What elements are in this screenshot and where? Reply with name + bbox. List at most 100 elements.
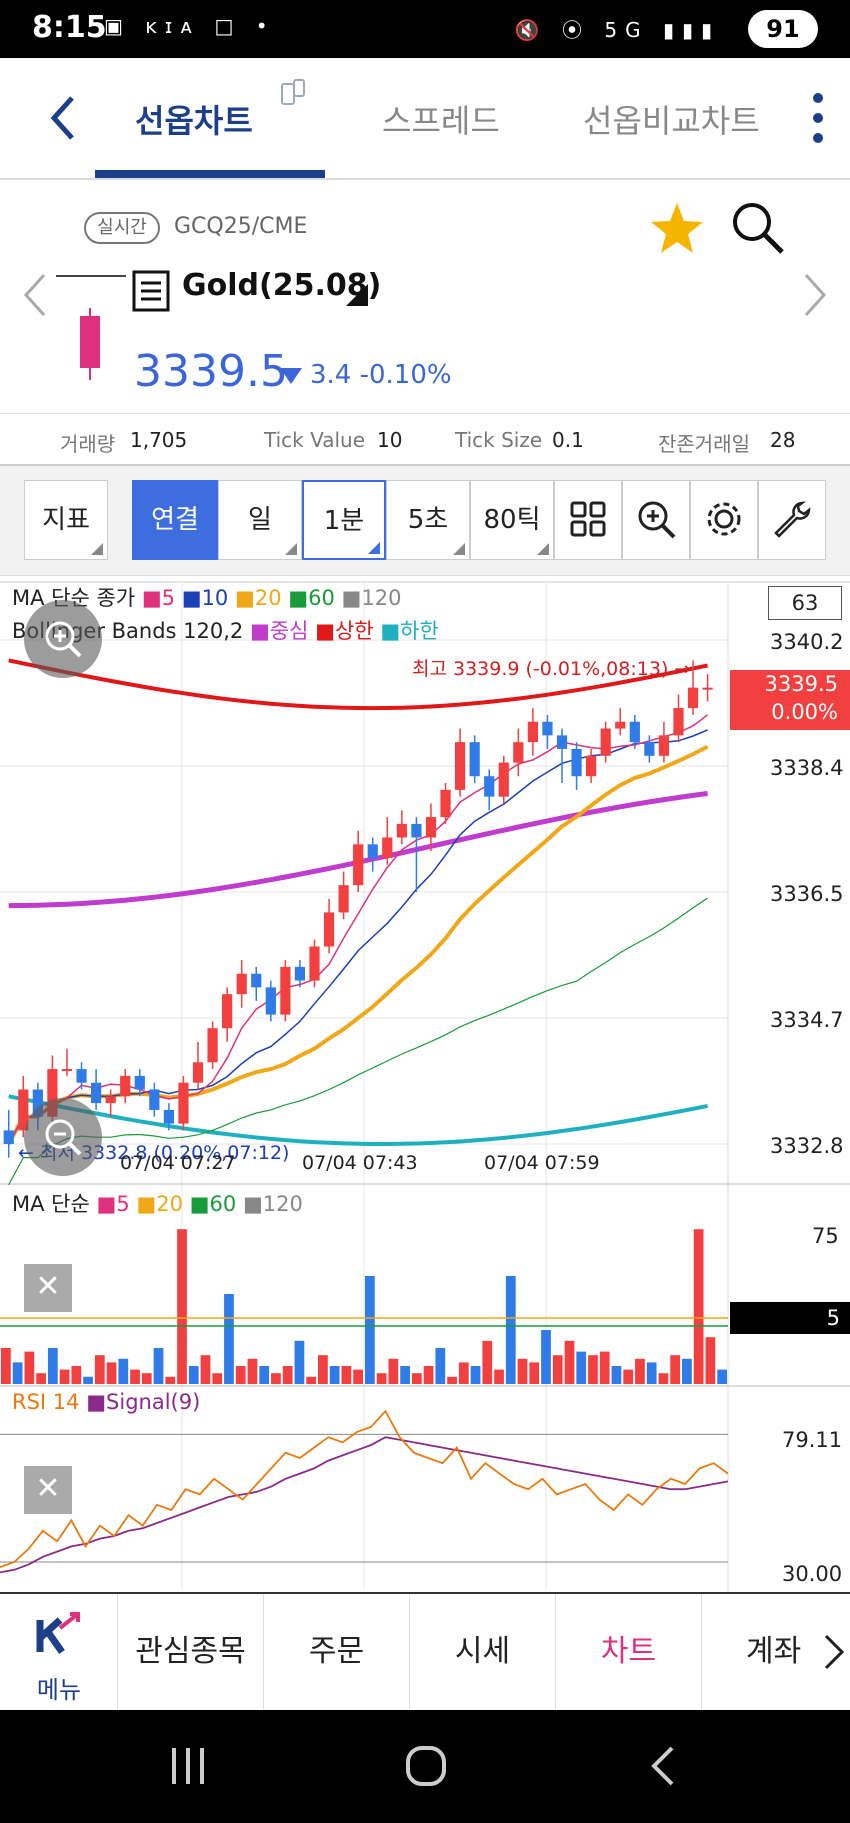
instrument-name[interactable]: Gold(25.08) <box>182 268 382 303</box>
close-rsi-button[interactable]: ✕ <box>24 1466 72 1514</box>
day-button[interactable]: 일 <box>218 480 302 560</box>
prev-instrument-icon[interactable] <box>20 270 50 320</box>
price-line <box>56 275 126 277</box>
remaining-days-label: 잔존거래일 <box>658 432 750 456</box>
indicator-button[interactable]: 지표 <box>24 480 108 560</box>
menu-button[interactable]: 메뉴 <box>0 1594 118 1710</box>
minute-button[interactable]: 1분 <box>302 480 386 560</box>
candle-body <box>309 946 320 981</box>
candle-body <box>105 1096 116 1104</box>
volume-legend-title: MA 단순 <box>12 1192 90 1216</box>
close-volume-button[interactable]: ✕ <box>24 1264 72 1312</box>
tick-button[interactable]: 80틱 <box>470 480 554 560</box>
corner-triangle-icon <box>285 543 297 555</box>
volume-bar <box>541 1330 551 1384</box>
volume-label: 거래량 <box>60 432 116 456</box>
tab-compare-chart[interactable]: 선옵비교차트 <box>583 102 760 140</box>
nav-order[interactable]: 주문 <box>264 1594 410 1710</box>
k-logo-icon <box>36 1612 80 1655</box>
candle-body <box>396 823 407 838</box>
recent-apps-icon[interactable] <box>168 1744 208 1788</box>
tab-options-chart[interactable]: 선옵차트 <box>135 102 253 140</box>
x-tick: 07/04 07:43 <box>302 1152 418 1174</box>
dropdown-triangle-icon[interactable] <box>346 284 368 306</box>
period-input[interactable]: 63 <box>768 586 842 620</box>
layout-button[interactable] <box>554 480 622 560</box>
chevron-right-icon[interactable] <box>822 1632 846 1672</box>
high-price-label: 최고 3339.9 (-0.01%,08:13) → <box>412 658 691 680</box>
active-tab-indicator <box>95 170 325 178</box>
x-tick: 07/04 07:59 <box>484 1152 600 1174</box>
search-icon[interactable] <box>728 198 788 258</box>
second-button[interactable]: 5초 <box>386 480 470 560</box>
nav-watchlist[interactable]: 관심종목 <box>118 1594 264 1710</box>
candle-body <box>673 708 684 736</box>
tools-button[interactable] <box>758 480 826 560</box>
volume-bar <box>24 1351 35 1384</box>
realtime-badge: 실시간 <box>84 212 160 244</box>
bb-lower-label: 하한 <box>400 619 439 643</box>
rsi-legend: RSI 14 ■Signal(9) <box>12 1390 201 1414</box>
bb-upper-line <box>8 658 709 711</box>
battery-indicator: 91 <box>748 10 818 48</box>
candle-body <box>687 687 699 709</box>
next-instrument-icon[interactable] <box>800 270 830 320</box>
instrument-info: 실시간 GCQ25/CME Gold(25.08) 3339.5 3.4 -0.… <box>0 182 850 414</box>
ma-period-60: 60 <box>308 586 335 610</box>
price-change: 3.4 -0.10% <box>310 360 452 390</box>
candle-body <box>498 762 509 797</box>
bb-upper-label: 상한 <box>334 619 374 643</box>
zoom-in-icon <box>638 501 676 539</box>
status-bar: 8:15 ▣ ᴋɪᴀ □ • 🔇 ⦿ 5G ▮▮▮ 91 <box>0 0 850 58</box>
volume-bar <box>83 1376 93 1384</box>
zoom-button[interactable] <box>622 480 690 560</box>
bb-center-label: 중심 <box>269 619 309 643</box>
system-nav-bar <box>0 1710 850 1823</box>
volume-bar <box>376 1373 387 1384</box>
tick-value: 10 <box>377 428 403 452</box>
candle-body <box>702 687 713 690</box>
volume-bar <box>353 1369 363 1384</box>
candle-body <box>615 721 626 729</box>
volume-bar <box>717 1369 727 1384</box>
chart-toolbar: 지표 연결 일 1분 5초 80틱 <box>0 466 850 576</box>
y-tick: 3332.8 <box>770 1134 844 1158</box>
phone-switch-icon[interactable] <box>278 78 308 108</box>
status-right-icons: 🔇 ⦿ 5G ▮▮▮ <box>514 18 720 42</box>
volume-bar <box>118 1358 129 1384</box>
settings-button[interactable] <box>690 480 758 560</box>
candle-body <box>294 966 306 981</box>
candle-body <box>484 776 495 797</box>
volume-bar <box>212 1373 223 1384</box>
more-vertical-icon[interactable] <box>808 88 828 148</box>
list-icon[interactable] <box>132 270 170 312</box>
ma-5-line <box>8 714 709 1145</box>
candle-body <box>629 721 640 743</box>
volume-bar <box>564 1340 575 1384</box>
home-icon[interactable] <box>404 1742 448 1790</box>
nav-account[interactable]: 계좌 <box>746 1634 802 1669</box>
ma-period-10: 10 <box>201 586 229 610</box>
candle-body <box>367 844 378 858</box>
candle-body <box>382 837 393 858</box>
back-icon[interactable] <box>648 1744 678 1788</box>
link-button[interactable]: 연결 <box>132 480 218 560</box>
floating-zoom-in-button[interactable] <box>24 600 102 678</box>
chart-canvas[interactable] <box>0 578 850 1592</box>
back-arrow-icon[interactable] <box>40 88 90 148</box>
zoom-out-icon <box>45 1119 82 1156</box>
corner-triangle-icon <box>453 543 465 555</box>
last-price: 3339.5 <box>764 672 838 696</box>
tab-spread[interactable]: 스프레드 <box>382 102 500 140</box>
volume-bar <box>646 1362 657 1384</box>
candle-body <box>556 735 568 749</box>
ma-legend: MA 단순 종가 ■5 ■10 ■20 ■60 ■120 <box>12 586 402 610</box>
nav-quote[interactable]: 시세 <box>410 1594 556 1710</box>
favorite-star-icon[interactable] <box>648 200 706 258</box>
candle-body <box>32 1089 43 1117</box>
nav-chart[interactable]: 차트 <box>556 1594 702 1710</box>
stats-row: 거래량 1,705 Tick Value 10 Tick Size 0.1 잔존… <box>0 414 850 466</box>
vol-ma-5: 5 <box>116 1192 130 1216</box>
floating-zoom-out-button[interactable] <box>24 1098 102 1176</box>
chart-area[interactable]: MA 단순 종가 ■5 ■10 ■20 ■60 ■120 Bollinger B… <box>0 578 850 1592</box>
